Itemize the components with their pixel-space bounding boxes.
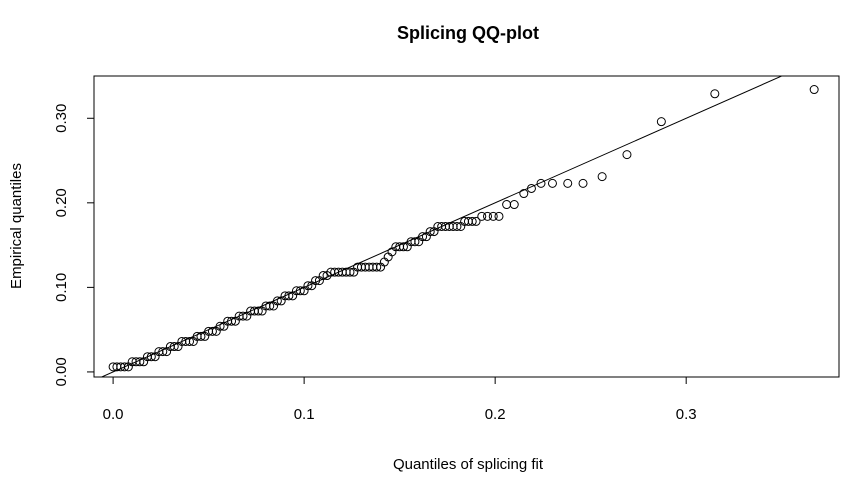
data-point [467,216,477,226]
data-point [452,222,462,231]
data-point [477,211,487,221]
data-point [547,178,557,188]
chart-title: Splicing QQ-plot [397,23,539,43]
x-tick-label: 0.1 [294,406,315,423]
data-point [597,172,607,182]
data-point [502,200,512,210]
data-point [303,281,313,291]
data-point [185,336,195,346]
data-point [488,211,498,221]
y-tick-label: 0.20 [53,188,70,217]
data-point [656,117,666,127]
y-axis: 0.00 0.10 0.20 0.30 [53,104,95,387]
reference-line-layer [100,76,783,377]
data-point [372,262,382,272]
data-point [295,286,305,296]
data-point [622,150,632,160]
data-point [207,326,217,336]
plot-frame [93,75,840,378]
x-tick-label: 0.0 [103,406,124,423]
data-point [509,200,519,210]
data-point [238,311,248,321]
data-point [398,242,408,252]
data-point [311,276,321,286]
y-tick-label: 0.30 [53,104,70,133]
data-point [265,301,275,311]
data-point [196,331,206,341]
data-point [253,306,263,316]
data-point [563,178,573,188]
y-tick-label: 0.00 [53,357,70,386]
data-point [483,211,493,221]
data-point [272,296,282,306]
y-tick-label: 0.10 [53,273,70,302]
x-axis: 0.0 0.1 0.2 0.3 [103,376,697,423]
data-point [158,347,168,357]
data-point [526,183,536,193]
data-point [345,267,355,277]
data-point [494,211,504,221]
data-point [425,227,435,237]
data-point [227,316,237,326]
data-point [710,89,720,99]
points-layer [108,85,819,372]
data-point [284,291,294,301]
data-point [410,237,420,247]
data-point [809,85,819,95]
x-tick-label: 0.3 [676,406,697,423]
data-point [418,232,428,242]
data-point [120,362,130,372]
y-axis-label: Empirical quantiles [8,163,25,289]
data-point [135,357,145,367]
data-point [578,178,588,188]
data-point [471,216,481,226]
data-point [536,178,546,188]
data-point [146,352,156,362]
reference-line [100,76,783,377]
data-point [519,189,529,199]
data-point [169,342,179,352]
data-point [215,321,225,331]
x-tick-label: 0.2 [485,406,506,423]
x-axis-label: Quantiles of splicing fit [393,456,544,473]
data-point [318,271,328,281]
